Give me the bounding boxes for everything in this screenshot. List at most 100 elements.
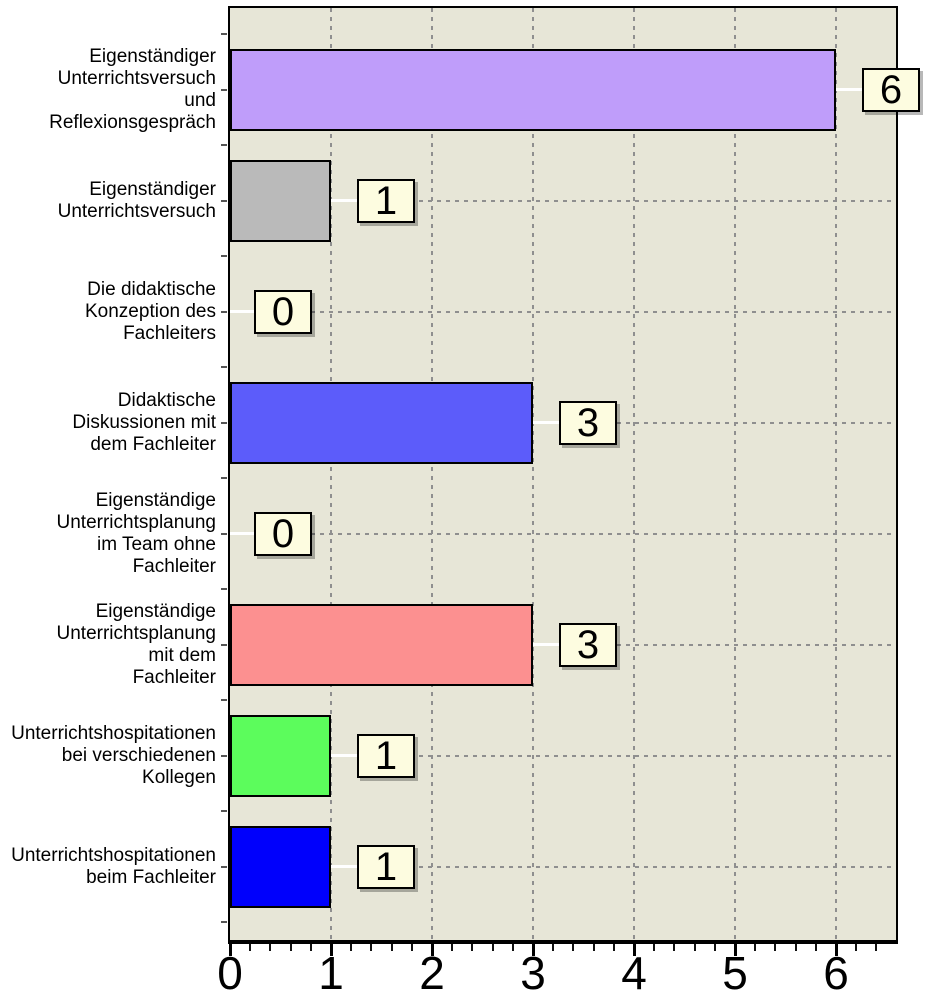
category-label-line: Fachleiter bbox=[132, 666, 216, 688]
x-axis-tick-label: 4 bbox=[621, 947, 647, 998]
y-axis-ticks bbox=[221, 8, 228, 940]
x-axis-tick-label: 6 bbox=[823, 947, 849, 998]
x-axis-minor-tick bbox=[673, 944, 676, 951]
bar-value-connector bbox=[331, 754, 357, 757]
category-label-line: mit dem bbox=[148, 644, 216, 666]
x-axis-tick-label: 2 bbox=[419, 947, 445, 998]
value-label: 0 bbox=[271, 511, 295, 556]
x-axis-major-tick bbox=[532, 944, 535, 956]
value-label-box: 1 bbox=[357, 733, 415, 778]
category-label-line: Kollegen bbox=[142, 766, 216, 788]
x-axis-tick-label: 1 bbox=[318, 947, 344, 998]
x-axis-major-tick bbox=[633, 944, 636, 956]
category-label-line: Eigenständiger bbox=[89, 178, 216, 200]
x-axis-minor-tick bbox=[269, 944, 272, 951]
value-label: 3 bbox=[576, 622, 600, 667]
category-label-line: Unterrichtsplanung bbox=[56, 511, 216, 533]
vertical-gridline bbox=[532, 8, 534, 940]
x-axis-ticks bbox=[229, 944, 900, 958]
value-label: 1 bbox=[374, 844, 398, 889]
category-label: Eigenständige Unterrichtsplanung im Team o… bbox=[0, 478, 222, 589]
x-axis-major-tick bbox=[229, 944, 232, 956]
y-axis-tick bbox=[221, 255, 227, 257]
bar-value-connector bbox=[533, 421, 559, 424]
category-label: Eigenständige Unterrichtsplanung mit dem Fa… bbox=[0, 589, 222, 700]
category-label-line: Eigenständige bbox=[95, 600, 216, 622]
x-axis-minor-tick bbox=[451, 944, 454, 951]
bar bbox=[230, 603, 533, 686]
y-axis-tick bbox=[221, 477, 227, 479]
plot-area: 6 1 0 3 0 3 1 1 bbox=[228, 6, 920, 944]
x-axis-minor-tick bbox=[814, 944, 817, 951]
vertical-gridline bbox=[431, 8, 433, 940]
x-axis-minor-tick bbox=[552, 944, 555, 951]
value-label: 6 bbox=[879, 67, 903, 112]
category-label: Unterrichtshospitationen bei verschiedene… bbox=[0, 700, 222, 811]
category-label-line: Konzeption des bbox=[85, 300, 216, 322]
value-label: 0 bbox=[271, 289, 295, 334]
value-label: 3 bbox=[576, 400, 600, 445]
horizontal-gridline bbox=[230, 310, 896, 313]
value-label-box: 0 bbox=[254, 289, 312, 334]
category-label-line: Unterrichtsversuch bbox=[57, 200, 216, 222]
value-label-box: 1 bbox=[357, 844, 415, 889]
x-axis-minor-tick bbox=[491, 944, 494, 951]
bar-value-connector bbox=[230, 310, 254, 313]
bar-value-connector bbox=[331, 865, 357, 868]
y-axis-tick bbox=[221, 310, 227, 313]
category-label-line: dem Fachleiter bbox=[90, 433, 216, 455]
category-label-line: Didaktische bbox=[117, 389, 216, 411]
bar bbox=[230, 714, 331, 797]
category-label-line: Unterrichtsplanung bbox=[56, 622, 216, 644]
x-axis-minor-tick bbox=[289, 944, 292, 951]
x-axis-minor-tick bbox=[653, 944, 656, 951]
x-axis-minor-tick bbox=[390, 944, 393, 951]
bar bbox=[230, 48, 836, 131]
x-axis-minor-tick bbox=[350, 944, 353, 951]
x-axis-minor-tick bbox=[249, 944, 252, 951]
category-label-line: Eigenständiger bbox=[89, 45, 216, 67]
category-label: Die didaktische Konzeption des Fachleiters bbox=[0, 256, 222, 367]
x-axis-minor-tick bbox=[713, 944, 716, 951]
bar-value-connector bbox=[230, 532, 254, 535]
category-label-line: Fachleiters bbox=[123, 322, 216, 344]
y-axis-tick bbox=[221, 366, 227, 368]
x-axis-minor-tick bbox=[794, 944, 797, 951]
category-label-line: Diskussionen mit bbox=[72, 411, 216, 433]
x-axis-major-tick bbox=[431, 944, 434, 956]
y-axis-tick bbox=[221, 199, 227, 202]
horizontal-gridline bbox=[230, 865, 896, 868]
bar bbox=[230, 381, 533, 464]
bar bbox=[230, 825, 331, 908]
value-label-box: 3 bbox=[559, 622, 617, 667]
category-label-line: Reflexionsgespräch bbox=[49, 111, 216, 133]
y-axis-tick bbox=[221, 88, 227, 91]
x-axis-minor-tick bbox=[774, 944, 777, 951]
category-label-line: Eigenständige bbox=[95, 489, 216, 511]
y-axis-tick bbox=[221, 588, 227, 590]
category-label-line: im Team ohne bbox=[97, 533, 216, 555]
y-axis-tick bbox=[221, 754, 227, 757]
horizontal-gridline bbox=[230, 754, 896, 757]
x-axis-tick-label: 5 bbox=[722, 947, 748, 998]
x-axis-labels: 0 1 2 3 4 5 6 bbox=[217, 947, 926, 998]
vertical-gridline bbox=[835, 8, 837, 940]
category-label-line: beim Fachleiter bbox=[86, 866, 216, 888]
category-label: Unterrichtshospitationen beim Fachleiter bbox=[0, 811, 222, 922]
x-axis-minor-tick bbox=[410, 944, 413, 951]
x-axis-minor-tick bbox=[875, 944, 878, 951]
bar-value-connector bbox=[836, 88, 862, 91]
bar-value-connector bbox=[331, 199, 357, 202]
category-label: Didaktische Diskussionen mit dem Fachleite… bbox=[0, 367, 222, 478]
horizontal-gridline bbox=[230, 199, 896, 202]
x-axis-major-tick bbox=[734, 944, 737, 956]
x-axis-minor-tick bbox=[754, 944, 757, 951]
category-label-line: Unterrichtsversuch bbox=[57, 67, 216, 89]
x-axis-major-tick bbox=[330, 944, 333, 956]
x-axis-minor-tick bbox=[572, 944, 575, 951]
x-axis-minor-tick bbox=[511, 944, 514, 951]
category-label-line: und bbox=[184, 89, 216, 111]
value-label-box: 1 bbox=[357, 178, 415, 223]
value-label-box: 0 bbox=[254, 511, 312, 556]
x-axis-minor-tick bbox=[592, 944, 595, 951]
